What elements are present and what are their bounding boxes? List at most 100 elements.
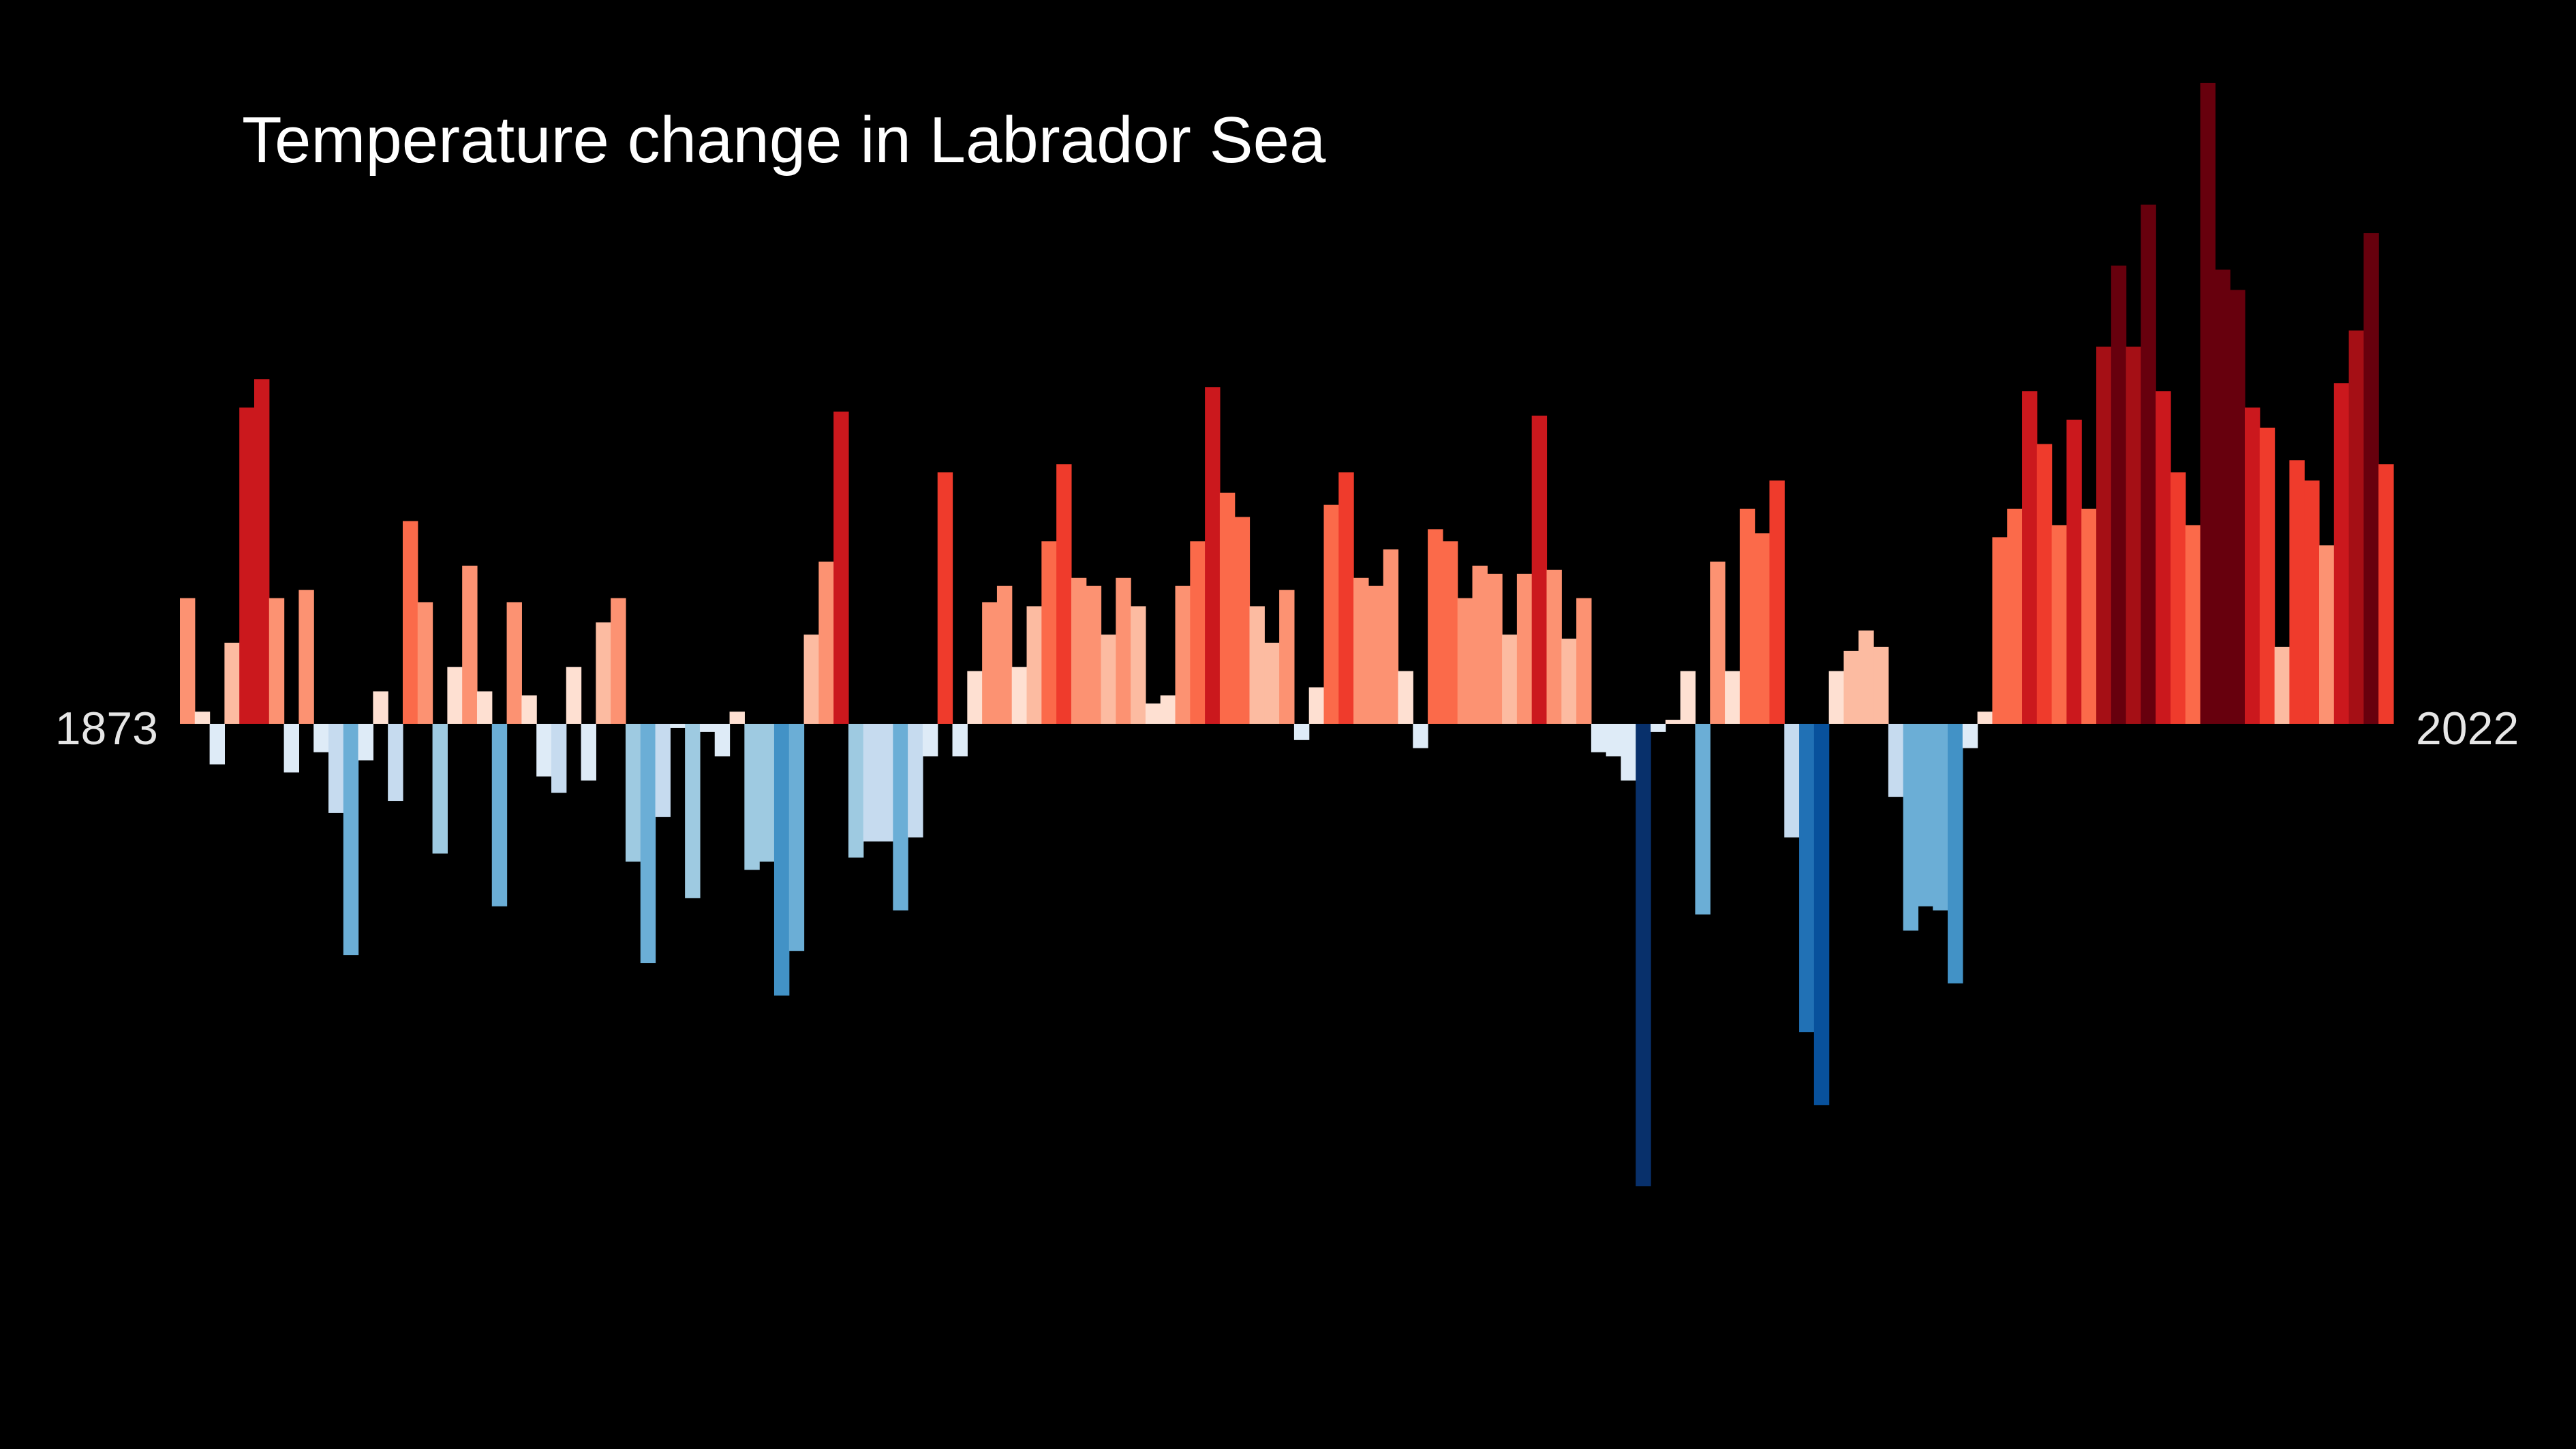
bar-2013 (2259, 427, 2275, 724)
bar-1883 (328, 724, 344, 813)
bar-1878 (254, 379, 270, 724)
bar-1933 (1071, 577, 1087, 724)
bar-2002 (2096, 346, 2112, 724)
bar-2016 (2304, 481, 2320, 724)
bar-1904 (640, 724, 656, 964)
bar-1962 (1502, 635, 1518, 724)
bar-1970 (1621, 724, 1636, 781)
bar-1985 (1843, 650, 1859, 724)
bar-1925 (952, 724, 968, 757)
bar-1916 (818, 562, 834, 724)
bar-1979 (1754, 533, 1770, 724)
bar-1873 (180, 598, 196, 724)
bar-1960 (1472, 565, 1488, 724)
bar-1946 (1264, 643, 1280, 724)
bar-1895 (506, 602, 522, 724)
bar-2008 (2185, 525, 2201, 724)
bar-2007 (2171, 472, 2186, 724)
bar-1975 (1695, 724, 1711, 915)
bar-1981 (1784, 724, 1800, 838)
bar-1945 (1249, 606, 1265, 724)
bar-1968 (1591, 724, 1607, 752)
bar-1951 (1338, 472, 1354, 724)
bar-1902 (611, 598, 626, 724)
bar-1952 (1353, 577, 1369, 724)
bar-1884 (343, 724, 359, 956)
bar-1888 (402, 521, 418, 724)
bar-1891 (447, 667, 463, 724)
bar-1914 (788, 724, 805, 951)
bar-1877 (239, 407, 255, 724)
chart-title: Temperature change in Labrador Sea (242, 104, 1326, 177)
bar-2006 (2156, 391, 2171, 724)
bar-1885 (358, 724, 373, 761)
bar-2012 (2245, 407, 2260, 724)
bar-1984 (1828, 671, 1845, 724)
bar-2004 (2126, 346, 2142, 724)
bar-1972 (1651, 724, 1666, 732)
bar-1966 (1561, 639, 1577, 724)
bar-1912 (759, 724, 775, 862)
bar-1910 (729, 712, 745, 724)
bar-1882 (313, 724, 329, 752)
bar-1965 (1546, 569, 1562, 724)
bar-1880 (283, 724, 299, 773)
bar-1894 (491, 724, 508, 906)
bar-1998 (2036, 444, 2053, 724)
bar-1923 (922, 724, 938, 757)
bar-1974 (1680, 671, 1696, 724)
bar-1954 (1383, 549, 1399, 724)
bar-1901 (596, 622, 611, 724)
bar-1909 (714, 724, 731, 757)
bar-1922 (908, 724, 923, 838)
bar-1948 (1293, 724, 1310, 740)
bar-1898 (551, 724, 567, 793)
bar-1903 (625, 724, 641, 862)
bar-1908 (699, 724, 716, 732)
bar-2000 (2066, 419, 2082, 724)
bar-2014 (2274, 646, 2290, 724)
bar-1918 (848, 724, 864, 858)
bar-1967 (1576, 598, 1592, 724)
bar-1938 (1145, 703, 1161, 724)
bar-1935 (1101, 635, 1116, 724)
bar-1977 (1725, 671, 1741, 724)
bar-1963 (1516, 573, 1533, 724)
bar-2001 (2081, 508, 2097, 724)
bar-1996 (2007, 508, 2023, 724)
bar-1943 (1219, 492, 1236, 724)
bar-1897 (536, 724, 552, 777)
bar-1971 (1636, 724, 1651, 1187)
bar-1905 (655, 724, 671, 817)
bar-1957 (1428, 529, 1443, 724)
bar-2021 (2378, 464, 2394, 724)
bar-2003 (2111, 265, 2127, 724)
bar-1879 (269, 598, 285, 724)
bar-2018 (2333, 383, 2350, 724)
bar-1900 (581, 724, 596, 781)
bar-1978 (1739, 508, 1755, 724)
bar-1980 (1769, 481, 1785, 724)
bar-1959 (1457, 598, 1473, 724)
bar-1917 (833, 411, 849, 724)
bar-1944 (1234, 517, 1251, 724)
bar-1929 (1011, 667, 1028, 724)
start-year-label: 1873 (55, 703, 158, 754)
bar-1906 (670, 724, 686, 728)
end-year-label: 2022 (2416, 703, 2519, 754)
bar-1942 (1205, 387, 1221, 724)
bar-1887 (388, 724, 403, 802)
bar-1982 (1799, 724, 1815, 1033)
bar-1881 (298, 590, 314, 724)
bar-1921 (893, 724, 908, 911)
bar-1915 (803, 635, 819, 724)
bar-2011 (2230, 290, 2245, 724)
bar-1986 (1858, 630, 1874, 724)
bar-1992 (1948, 724, 1963, 983)
bar-1958 (1442, 541, 1458, 724)
bar-1907 (685, 724, 701, 898)
bar-1997 (2022, 391, 2038, 724)
bar-1893 (476, 691, 493, 724)
bar-1930 (1026, 606, 1042, 724)
